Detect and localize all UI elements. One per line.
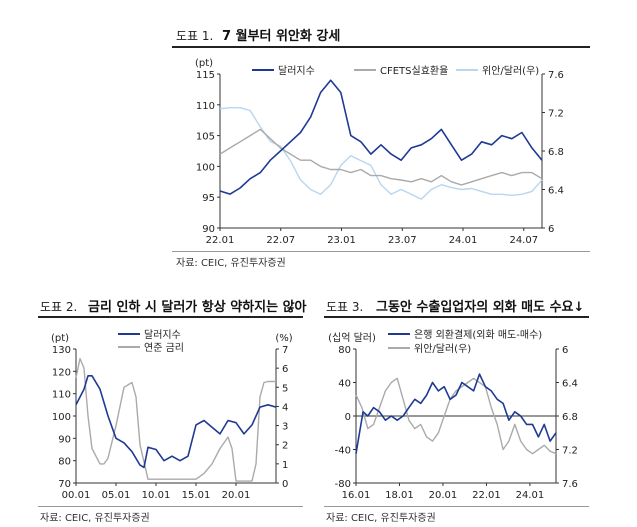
- fig2-series-1-line: [75, 374, 277, 469]
- fig2-right-tick-label: 1: [282, 460, 288, 471]
- fig2-left-tick-label: 130: [52, 345, 71, 356]
- fig1-x-tick-label: 22.01: [206, 235, 235, 246]
- fig2-right-tick-label: 0: [282, 479, 288, 490]
- fig3-x-tick-label: 16.01: [342, 490, 371, 501]
- fig1-x-tick-label: 24.07: [509, 235, 538, 246]
- fig2-left-tick-label: 70: [58, 479, 71, 490]
- fig1-series-2-line: [219, 128, 543, 186]
- fig2-right-tick-label: 4: [282, 402, 288, 413]
- fig1-x-tick-label: 24.01: [449, 235, 478, 246]
- fig2-left-tick-label: 100: [52, 412, 71, 423]
- fig2-legend-label: 달러지수: [144, 329, 181, 341]
- figure2-title: 금리 인하 시 달러가 항상 약하지는 않아: [88, 300, 307, 315]
- fig1-series-3-line: [219, 107, 543, 200]
- fig1-left-tick-label: 95: [202, 193, 215, 204]
- fig1-left-tick-label: 110: [196, 101, 215, 112]
- fig3-left-unit: (십억 달러): [328, 332, 376, 344]
- fig1-x-tick-label: 23.01: [327, 235, 356, 246]
- fig3-x-tick-label: 22.01: [472, 490, 501, 501]
- fig2-x-tick-label: 15.01: [182, 490, 211, 501]
- fig1-x-tick-label: 22.07: [266, 235, 295, 246]
- fig1-x-tick-label: 23.07: [388, 235, 417, 246]
- fig2-right-tick-label: 7: [282, 345, 288, 356]
- figure2-label: 도표 2.: [40, 300, 78, 314]
- fig3-left-tick-label: 0: [345, 412, 351, 423]
- fig2-x-tick-label: 10.01: [142, 490, 171, 501]
- fig3-series-1-line: [355, 373, 557, 454]
- figure3-title-rule: [324, 316, 589, 318]
- fig3-x-tick-label: 24.01: [516, 490, 545, 501]
- fig3-left-tick-label: 40: [338, 379, 351, 390]
- fig1-left-tick-label: 105: [196, 132, 215, 143]
- figure2-chart: 130 120 110 100 90 80 70 7 6 5 4 3 2 1 0 00.01 05.01 10.0…: [51, 329, 293, 501]
- figure3-title: 그동안 수출입업자의 외화 매도 수요↓: [376, 300, 585, 315]
- fig3-series-2-line: [355, 377, 557, 455]
- figure1-source: 자료: CEIC, 유진투자증권: [176, 258, 286, 269]
- fig2-right-unit: (%): [275, 333, 292, 344]
- fig3-x-tick-label: 18.01: [385, 490, 414, 501]
- fig3-legend-label: 위안/달러(우): [414, 342, 471, 355]
- fig2-right-tick-label: 5: [282, 383, 288, 394]
- fig2-x-tick-label: 00.01: [62, 490, 91, 501]
- fig1-left-tick-label: 115: [196, 70, 215, 81]
- fig1-left-tick-label: 100: [196, 162, 215, 173]
- figure3-label: 도표 3.: [326, 300, 364, 314]
- figure1-title: 7 월부터 위안화 강세: [222, 29, 341, 44]
- figure3-source: 자료: CEIC, 유진투자증권: [326, 513, 436, 524]
- fig1-series-1-line: [219, 79, 543, 195]
- fig3-left-tick-label: -40: [335, 446, 351, 457]
- fig1-legend-label: CFETS실효환율: [380, 65, 448, 77]
- figure3-source-rule: [324, 506, 589, 507]
- figure1-label: 도표 1.: [176, 29, 214, 43]
- fig2-x-tick-label: 05.01: [102, 490, 131, 501]
- fig2-left-tick-label: 110: [52, 390, 71, 401]
- fig1-right-tick-label: 7.2: [548, 109, 564, 120]
- fig1-right-tick-label: 6.4: [548, 186, 564, 197]
- fig2-left-tick-label: 120: [52, 367, 71, 378]
- fig2-right-tick-label: 3: [282, 422, 288, 433]
- fig1-right-tick-label: 6: [548, 224, 554, 235]
- fig3-x-tick-label: 20.01: [429, 490, 458, 501]
- fig3-right-tick-label: 6.8: [562, 412, 578, 423]
- fig2-series-2-line: [75, 357, 276, 482]
- figure3-chart: 80 40 0 -40 -80 6 6.4 6.8 7.2 7.6 16.01 18.01 20.01 2…: [328, 329, 578, 501]
- fig1-left-tick-label: 90: [202, 224, 215, 235]
- figure2-source-rule: [38, 506, 303, 507]
- fig1-right-tick-label: 7.6: [548, 70, 564, 81]
- fig3-right-tick-label: 6: [562, 345, 568, 356]
- fig3-right-tick-label: 6.4: [562, 379, 578, 390]
- figure2-title-rule: [38, 316, 303, 318]
- fig2-legend-label: 연준 금리: [144, 342, 184, 354]
- figure1-chart: 115 110 105 100 95 90 7.6 7.2 6.8 6.4 6 22.01 22.07 2…: [195, 58, 564, 246]
- fig3-left-tick-label: 80: [338, 345, 351, 356]
- fig1-legend-label: 위안/달러(우): [482, 64, 539, 77]
- fig2-left-tick-label: 80: [58, 457, 71, 468]
- fig2-x-tick-label: 20.01: [222, 490, 251, 501]
- figure1-source-rule: [172, 251, 590, 252]
- fig1-left-unit: (pt): [195, 58, 213, 69]
- fig2-left-tick-label: 90: [58, 434, 71, 445]
- figure1-title-rule: [172, 46, 590, 48]
- fig3-right-tick-label: 7.2: [562, 446, 578, 457]
- figure2-source: 자료: CEIC, 유진투자증권: [40, 513, 150, 524]
- fig2-left-unit: (pt): [51, 333, 69, 344]
- fig3-legend-label: 은행 외환결제(외화 매도-매수): [414, 329, 542, 341]
- fig3-left-tick-label: -80: [335, 479, 351, 490]
- fig2-right-tick-label: 2: [282, 441, 288, 452]
- fig1-legend-label: 달러지수: [278, 65, 315, 77]
- fig1-right-tick-label: 6.8: [548, 147, 564, 158]
- fig2-right-tick-label: 6: [282, 364, 288, 375]
- fig3-right-tick-label: 7.6: [562, 479, 578, 490]
